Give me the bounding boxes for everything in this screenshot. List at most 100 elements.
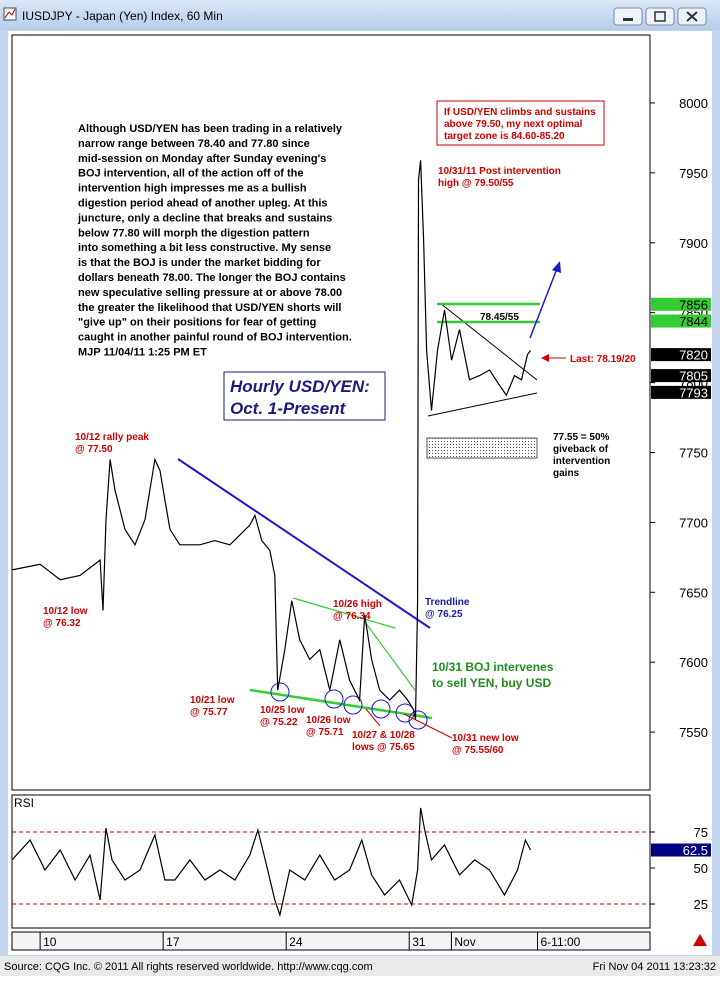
x-tick-label: 6-11:00 bbox=[541, 935, 581, 949]
app-icon bbox=[3, 7, 17, 21]
annotation: @ 75.22 bbox=[260, 717, 298, 728]
price-line bbox=[11, 807, 532, 918]
annotation: 10/26 low bbox=[306, 715, 351, 726]
down-trendline bbox=[177, 458, 431, 629]
x-tick-label: 17 bbox=[166, 935, 180, 949]
last-arrowhead bbox=[541, 354, 549, 362]
annotation: Trendline bbox=[425, 597, 470, 608]
annotation: high @ 79.50/55 bbox=[438, 178, 514, 189]
window-title: IUSDJPY - Japan (Yen) Index, 60 Min bbox=[22, 9, 223, 23]
y-tick-label: 8000 bbox=[679, 96, 708, 111]
annotation: to sell YEN, buy USD bbox=[432, 676, 551, 690]
price-marker bbox=[651, 297, 711, 311]
footer-time: Fri Nov 04 2011 13:23:32 bbox=[593, 961, 716, 973]
wedge-top bbox=[292, 597, 396, 629]
commentary-line: into something a bit less constructive. … bbox=[78, 242, 331, 254]
commentary-line: new speculative selling pressure at or a… bbox=[78, 287, 342, 299]
maximize-glyph bbox=[654, 11, 666, 22]
commentary-line: dollars beneath 78.00. The longer the BO… bbox=[78, 272, 346, 284]
annotation: 10/26 high bbox=[333, 599, 382, 610]
scroll-arrow[interactable] bbox=[693, 934, 707, 946]
annotation: 10/31/11 Post intervention bbox=[438, 166, 561, 177]
chart-subtitle: Oct. 1-Present bbox=[230, 399, 347, 418]
chart-title: Hourly USD/YEN: bbox=[230, 377, 370, 396]
x-tick-label: Nov bbox=[454, 935, 475, 949]
annotation: intervention bbox=[553, 456, 610, 467]
low-circle bbox=[324, 689, 344, 709]
annotation: giveback of bbox=[553, 444, 609, 455]
triangle-bottom bbox=[427, 392, 538, 417]
price-marker bbox=[651, 843, 711, 857]
x-tick-label: 31 bbox=[412, 935, 426, 949]
price-marker-label: 7856 bbox=[679, 297, 708, 312]
panel-title: RSI bbox=[14, 796, 34, 810]
annotation: @ 76.34 bbox=[333, 611, 371, 622]
wedge-side bbox=[364, 621, 416, 691]
annotation: If USD/YEN climbs and sustains bbox=[444, 107, 596, 118]
commentary-line: BOJ intervention, all of the action off … bbox=[78, 168, 304, 180]
y-tick-label: 7600 bbox=[679, 655, 708, 670]
y-tick-label: 7900 bbox=[679, 236, 708, 251]
x-tick-label: 10 bbox=[43, 935, 57, 949]
footer-source: Source: CQG Inc. © 2011 All rights reser… bbox=[4, 961, 373, 973]
annotation: 10/12 low bbox=[43, 606, 88, 617]
y-tick-label: 7750 bbox=[679, 445, 708, 460]
maximize-button[interactable] bbox=[645, 7, 675, 26]
x-tick-label: 24 bbox=[289, 935, 303, 949]
y-tick-label: 7950 bbox=[679, 166, 708, 181]
annotation: 10/31 BOJ intervenes bbox=[432, 660, 554, 674]
low-pointer bbox=[403, 713, 453, 739]
drawings bbox=[177, 100, 605, 739]
commentary-line: narrow range between 78.40 and 77.80 sin… bbox=[78, 138, 310, 150]
annotation: 10/12 rally peak bbox=[75, 432, 149, 443]
footer-bar bbox=[0, 956, 720, 976]
annotation: target zone is 84.60-85.20 bbox=[444, 131, 565, 142]
annotation: 78.45/55 bbox=[480, 312, 519, 323]
price-marker-label: 62.5 bbox=[683, 843, 708, 858]
minimize-button[interactable] bbox=[613, 7, 643, 26]
low-pointer bbox=[365, 708, 381, 727]
price-marker bbox=[651, 385, 711, 399]
price-line bbox=[11, 160, 531, 720]
commentary-line: "give up" on their positions for fear of… bbox=[78, 317, 316, 329]
annotation: 10/27 & 10/28 bbox=[352, 730, 415, 741]
annotation: @ 75.77 bbox=[190, 707, 228, 718]
commentary-line: below 77.80 will morph the digestion pat… bbox=[78, 227, 310, 239]
giveback-zone bbox=[426, 437, 538, 459]
annotation: @ 75.55/60 bbox=[452, 745, 504, 756]
price-marker-label: 7820 bbox=[679, 348, 708, 363]
low-circle bbox=[371, 699, 391, 719]
price-marker-label: 7844 bbox=[679, 314, 708, 329]
y-tick-label: 7700 bbox=[679, 515, 708, 530]
annotation: lows @ 75.65 bbox=[352, 742, 415, 753]
rsi-panel bbox=[11, 794, 651, 929]
commentary-line: juncture, only a decline that breaks and… bbox=[77, 212, 332, 224]
commentary-line: intervention high impresses me as a bull… bbox=[78, 183, 307, 195]
annotation: 10/31 new low bbox=[452, 733, 519, 744]
target-box bbox=[436, 100, 605, 146]
annotation: @ 76.32 bbox=[43, 618, 81, 629]
window-buttons bbox=[613, 7, 707, 26]
commentary-line: caught in another painful round of BOJ i… bbox=[78, 332, 352, 344]
commentary-line: MJP 11/04/11 1:25 PM ET bbox=[78, 347, 207, 359]
y-tick-label: 50 bbox=[694, 861, 708, 876]
up-arrowhead bbox=[552, 261, 561, 273]
annotation: @ 77.50 bbox=[75, 444, 113, 455]
price-marker-label: 7793 bbox=[679, 385, 708, 400]
commentary-line: Although USD/YEN has been trading in a r… bbox=[78, 123, 343, 135]
title-box bbox=[223, 371, 386, 421]
price-marker bbox=[651, 314, 711, 328]
annotation: 10/25 low bbox=[260, 705, 305, 716]
triangle-top bbox=[439, 302, 538, 381]
annotation: @ 76.25 bbox=[425, 609, 463, 620]
title-bar bbox=[0, 0, 720, 30]
app-icon-glyph bbox=[4, 8, 16, 19]
annotation: 77.55 = 50% bbox=[553, 432, 610, 443]
close-glyph bbox=[686, 11, 698, 22]
low-circle bbox=[270, 682, 290, 702]
commentary-line: digestion period ahead of another upleg.… bbox=[78, 198, 328, 210]
price-marker bbox=[651, 348, 711, 362]
y-tick-label: 7550 bbox=[679, 725, 708, 740]
up-arrow bbox=[529, 265, 559, 339]
